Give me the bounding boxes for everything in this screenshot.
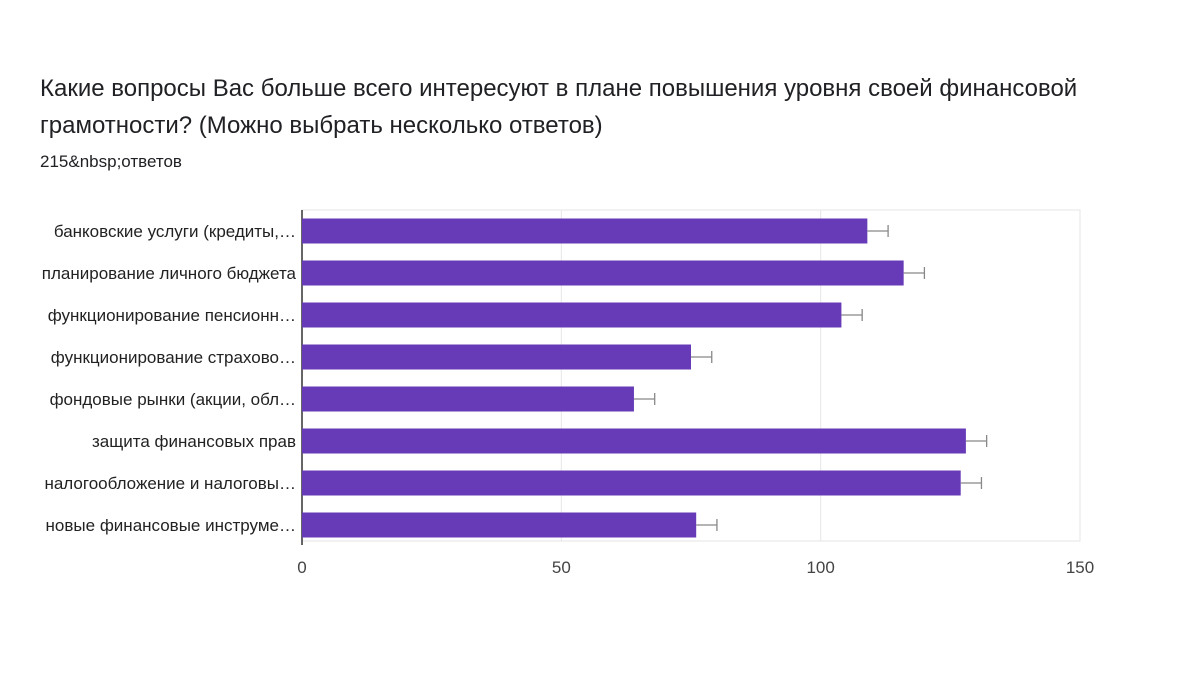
bar [302,386,634,412]
bar [302,470,961,496]
category-label: банковские услуги (кредиты,… [54,222,296,241]
bar [302,260,904,286]
x-tick-label: 150 [1066,558,1094,577]
bar [302,218,868,244]
x-tick-label: 0 [297,558,306,577]
x-tick-label: 50 [552,558,571,577]
bar [302,302,842,328]
category-label: функционирование страхово… [51,348,296,367]
chart-title: Какие вопросы Вас больше всего интересую… [40,75,1078,139]
category-label: защита финансовых прав [92,432,296,451]
bar [302,428,966,454]
category-label: налогообложение и налоговы… [44,474,296,493]
response-count: 215&nbsp;ответов [40,152,182,171]
bar [302,512,697,538]
category-label: новые финансовые инструме… [46,516,296,535]
x-tick-label: 100 [806,558,834,577]
bar [302,344,691,370]
category-label: планирование личного бюджета [42,264,297,283]
category-label: функционирование пенсионн… [48,306,296,325]
category-label: фондовые рынки (акции, обл… [50,390,296,409]
